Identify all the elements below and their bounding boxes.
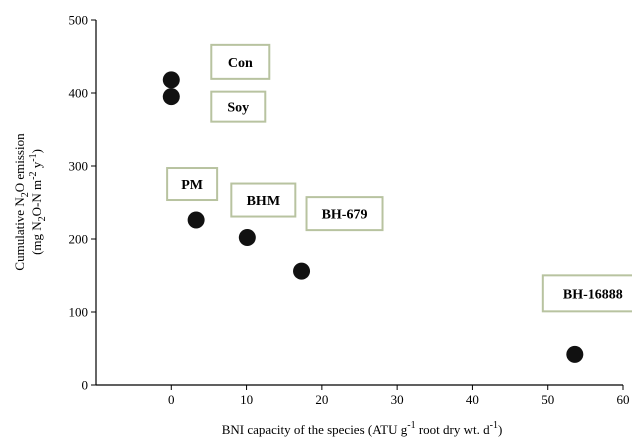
y-axis-title-line2-a: (mg N [29, 221, 44, 255]
x-tick-label: 40 [466, 392, 479, 407]
y-tick-label: 100 [69, 305, 89, 320]
point-label-box [210, 43, 271, 80]
x-tick-label: 20 [315, 392, 328, 407]
y-axis-title-line1-a: Cumulative N [12, 197, 27, 271]
y-axis-title-line2-sub: 2 [37, 216, 48, 221]
point-label: BHM [247, 194, 280, 209]
x-tick-label: 50 [541, 392, 554, 407]
point-label-box [541, 274, 632, 313]
point-label: BH-16888 [563, 287, 623, 302]
y-axis-title-line2-b: O-N m [29, 180, 44, 216]
x-axis-title: BNI capacity of the species (ATU g-1 roo… [222, 420, 503, 437]
x-axis-title-sup2: -1 [490, 420, 498, 431]
x-tick-label: 30 [391, 392, 404, 407]
y-axis-title-line2-c: y [29, 161, 44, 171]
y-tick-label: 0 [82, 378, 89, 393]
point-label: BH-679 [322, 208, 368, 223]
point-label: Con [228, 56, 253, 71]
data-point [162, 88, 180, 106]
x-axis-title-sup1: -1 [407, 420, 415, 431]
x-axis-title-main: BNI capacity of the species (ATU g [222, 422, 408, 437]
y-axis-title-line2-d: ) [29, 149, 44, 153]
point-label-box [305, 196, 384, 232]
x-tick-label: 10 [240, 392, 253, 407]
point-label-box [166, 167, 219, 202]
plot-area: 0 10 20 30 40 50 60 0 100 200 300 400 500 Con Soy PM BHM… [69, 13, 632, 407]
x-tick-label: 60 [617, 392, 630, 407]
point-label: Soy [227, 101, 249, 116]
y-axis-title-line2: (mg N2O-N m-2 y-1) [28, 149, 48, 255]
data-point [566, 345, 584, 363]
y-axis-title-line1-b: O emission [12, 133, 27, 192]
data-point [187, 211, 205, 229]
y-tick-label: 400 [69, 86, 89, 101]
y-tick-label: 200 [69, 232, 89, 247]
x-axis-title-end: ) [498, 422, 502, 437]
y-tick-label: 300 [69, 159, 89, 174]
x-axis-title-mid: root dry wt. d [416, 422, 491, 437]
data-point [162, 71, 180, 89]
x-tick-label: 0 [168, 392, 175, 407]
y-axis-title-line1-sub: 2 [20, 192, 31, 197]
data-point [238, 229, 256, 247]
y-tick-label: 500 [69, 13, 89, 28]
y-axis-title: Cumulative N2O emission (mg N2O-N m-2 y-… [12, 133, 48, 271]
point-label-box [210, 90, 267, 123]
y-axis-title-line2-sup1: -2 [28, 172, 39, 180]
y-axis-title-line2-sup2: -1 [28, 153, 39, 161]
data-point [293, 262, 311, 280]
point-label-box [230, 182, 297, 218]
y-axis-title-line1: Cumulative N2O emission [12, 133, 31, 271]
point-label: PM [181, 178, 203, 193]
